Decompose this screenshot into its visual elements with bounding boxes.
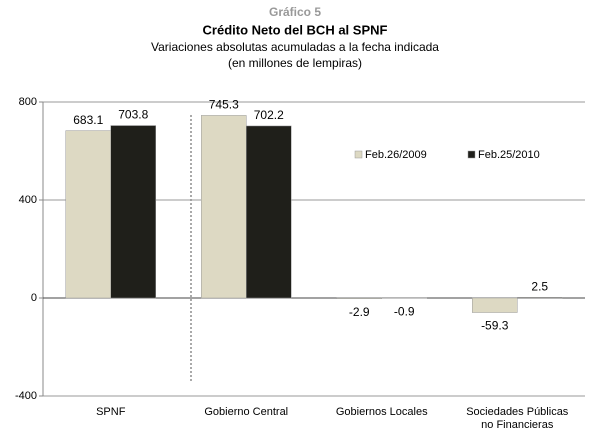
chart-title: Crédito Neto del BCH al SPNF	[203, 22, 388, 37]
subtitle: (en millones de lempiras)	[228, 56, 362, 70]
value-label: 745.3	[209, 98, 239, 112]
supertitle: Gráfico 5	[269, 5, 321, 19]
y-tick-label: -400	[15, 390, 37, 402]
bar	[517, 297, 563, 299]
value-label: 683.1	[73, 113, 103, 127]
bar	[201, 115, 247, 299]
y-tick-label: 400	[19, 194, 37, 206]
legend-label: Feb.26/2009	[365, 149, 427, 161]
bar	[246, 125, 292, 299]
bar	[110, 125, 156, 299]
x-tick-label: SPNF	[96, 406, 126, 418]
value-label: 702.2	[254, 108, 284, 122]
bar	[65, 130, 111, 299]
bar	[472, 297, 518, 313]
subtitle: Variaciones absolutas acumuladas a la fe…	[151, 40, 439, 54]
y-tick-label: 800	[19, 96, 37, 108]
value-label: 2.5	[531, 280, 548, 294]
value-label: -2.9	[349, 305, 370, 319]
legend-swatch	[354, 150, 363, 159]
x-tick-label: Gobiernos Locales	[335, 406, 428, 418]
x-tick-label: Sociedades Públicas no Financieras	[466, 406, 569, 431]
bar	[336, 297, 382, 299]
x-tick-label: Gobierno Central	[204, 406, 289, 418]
y-tick-label: 0	[31, 292, 37, 304]
legend-label: Feb.25/2010	[478, 149, 540, 161]
value-label: -0.9	[394, 304, 415, 318]
value-label: -59.3	[481, 319, 509, 333]
value-label: 703.8	[118, 108, 148, 122]
legend-swatch	[467, 150, 476, 159]
